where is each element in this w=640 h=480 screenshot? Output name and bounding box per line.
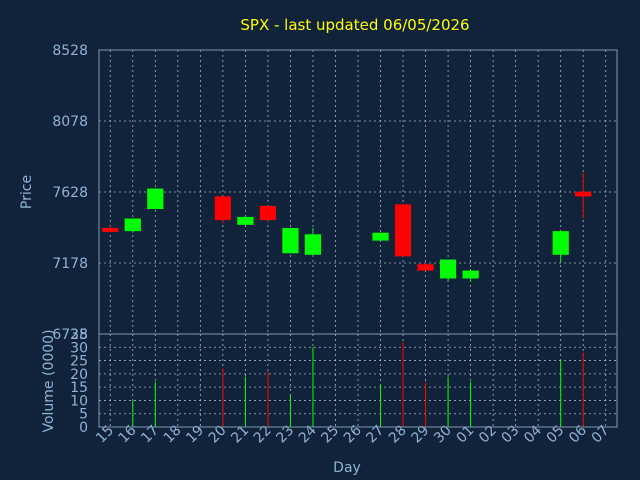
candle-body [237, 216, 254, 225]
x-tick-label: 24 [296, 422, 320, 446]
candle-body [394, 204, 412, 257]
candle-body [282, 227, 299, 254]
chart-title: SPX - last updated 06/05/2026 [240, 16, 469, 34]
x-tick-label: 03 [499, 423, 523, 447]
x-tick-label: 25 [318, 423, 342, 447]
x-tick-label: 06 [566, 422, 590, 446]
volume-tick-label: 25 [70, 354, 88, 370]
candle-body [124, 218, 141, 232]
x-tick-label: 26 [341, 422, 365, 446]
x-tick-label: 28 [386, 423, 410, 447]
x-tick-label: 15 [93, 423, 117, 447]
x-tick-label: 01 [454, 423, 478, 447]
volume-tick-label: 20 [70, 367, 88, 383]
x-tick-label: 22 [251, 423, 275, 447]
grid [99, 49, 617, 428]
price-tick-label: 7628 [52, 185, 88, 201]
x-tick-label: 18 [161, 423, 185, 447]
x-tick-label: 19 [183, 423, 207, 447]
candle-body [417, 264, 434, 271]
price-tick-label: 6728 [52, 327, 88, 343]
price-tick-label: 8078 [52, 114, 88, 130]
x-tick-label: 30 [431, 423, 455, 447]
candle-body [102, 227, 119, 232]
x-tick-label: 07 [589, 423, 613, 447]
candle-body [575, 191, 592, 197]
candle-body [439, 259, 457, 279]
volume-axis-label: Volume (0000) [41, 329, 57, 432]
x-axis-label: Day [333, 460, 361, 476]
candle-body [259, 205, 277, 221]
candle-body [214, 196, 231, 221]
x-tick-label: 27 [363, 423, 387, 447]
price-series [102, 172, 592, 282]
x-tick-label: 02 [476, 423, 500, 447]
x-tick-label: 04 [521, 422, 545, 446]
volume-tick-label: 0 [79, 420, 88, 436]
axis-ticks: 6728717876288078852805101520253035151617… [52, 43, 612, 446]
x-tick-label: 29 [408, 423, 432, 447]
candle-body [372, 232, 389, 241]
volume-tick-label: 10 [70, 393, 88, 409]
volume-plot-frame [98, 333, 618, 428]
volume-tick-label: 35 [70, 327, 88, 343]
candle-body [552, 231, 569, 255]
candle-body [462, 270, 479, 279]
x-tick-label: 21 [228, 423, 252, 447]
x-tick-label: 20 [206, 423, 230, 447]
candle-body [147, 188, 164, 210]
volume-tick-label: 15 [70, 380, 88, 396]
x-tick-label: 05 [544, 423, 568, 447]
x-tick-label: 16 [116, 422, 140, 446]
x-tick-label: 17 [138, 423, 162, 447]
volume-tick-label: 30 [70, 340, 88, 356]
price-tick-label: 7178 [52, 256, 88, 272]
x-tick-label: 23 [273, 423, 297, 447]
candle-body [304, 234, 322, 255]
price-tick-label: 8528 [52, 43, 88, 59]
volume-tick-label: 5 [79, 407, 88, 423]
price-axis-label: Price [19, 175, 35, 209]
volume-series [132, 341, 584, 427]
